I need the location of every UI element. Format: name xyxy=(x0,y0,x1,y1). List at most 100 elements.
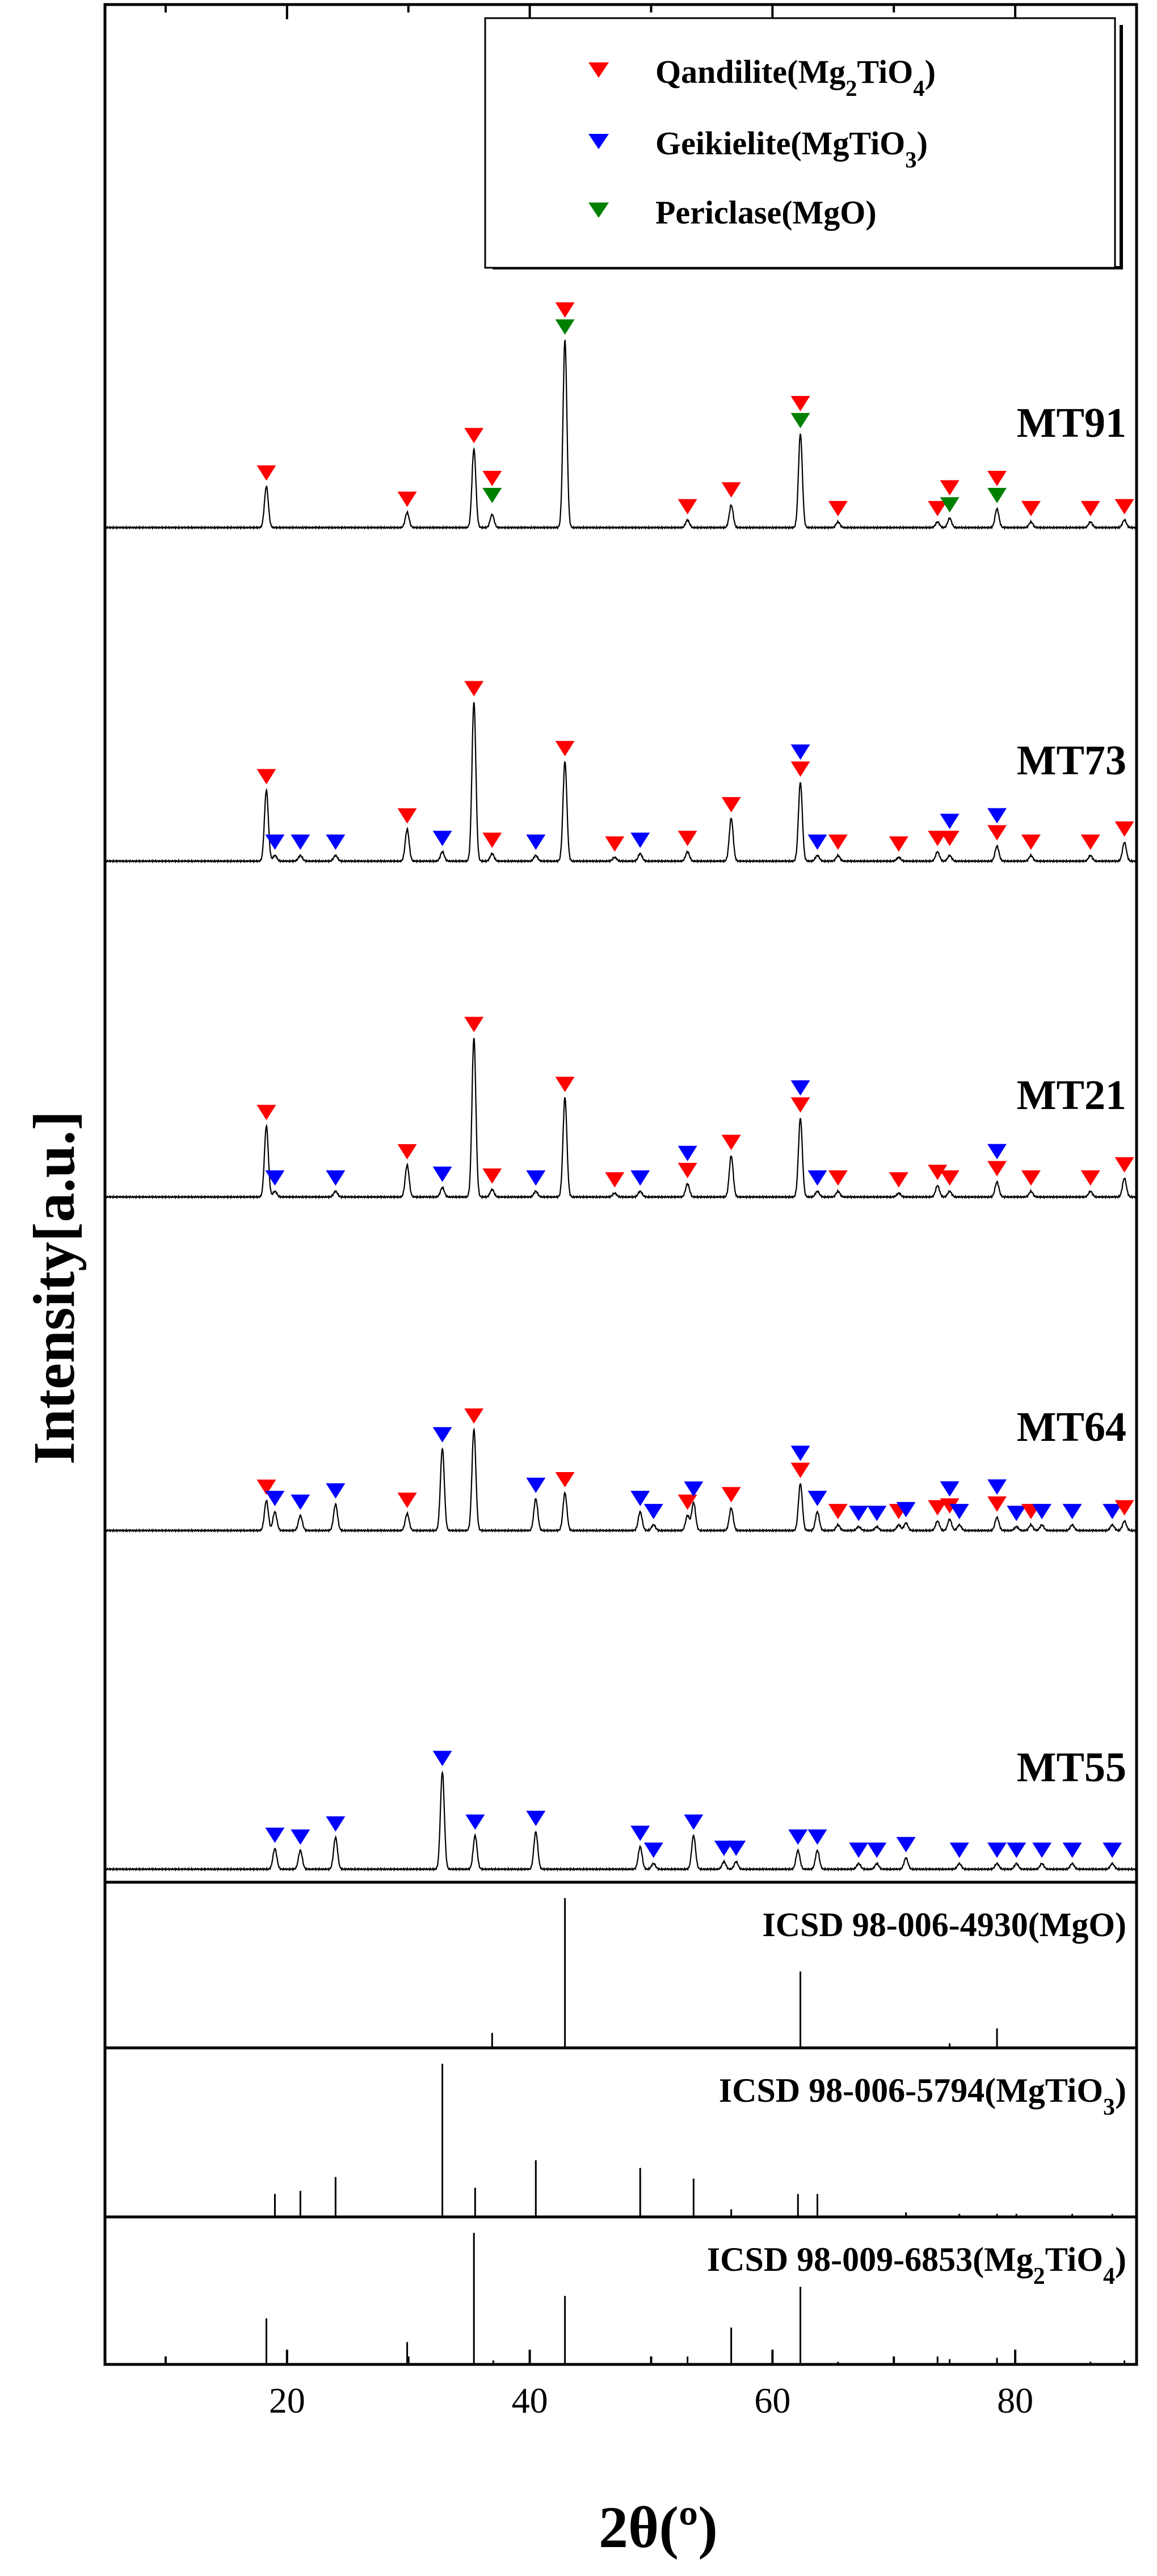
marker-MT91-0-Q xyxy=(256,465,276,481)
marker-MT91-3-Q xyxy=(482,471,502,486)
marker-MT55-3-G xyxy=(432,1751,452,1766)
marker-MT55-21-G xyxy=(1103,1843,1122,1858)
label-MT64: MT64 xyxy=(1017,1404,1126,1451)
marker-MT91-11-P xyxy=(987,488,1007,503)
legend: Qandilite(Mg2TiO4) Geikielite(MgTiO3) Pe… xyxy=(484,17,1123,269)
marker-MT64-25-G xyxy=(1007,1506,1026,1521)
label-MT73: MT73 xyxy=(1017,737,1126,784)
pattern-MT21 xyxy=(105,1038,1137,1200)
pattern-MT73 xyxy=(105,702,1137,864)
marker-MT21-15-Q xyxy=(828,1170,848,1186)
marker-MT91-3-P xyxy=(482,488,502,503)
marker-MT64-11-Q xyxy=(678,1494,697,1510)
label-MT21: MT21 xyxy=(1017,1072,1126,1119)
marker-MT55-10-G xyxy=(726,1840,746,1856)
marker-MT91-8-Q xyxy=(828,501,848,517)
marker-MT64-30-Q xyxy=(1114,1500,1134,1516)
marker-MT21-12-Q xyxy=(721,1135,741,1150)
marker-MT64-13-Q xyxy=(721,1487,741,1503)
marker-MT91-10-P xyxy=(940,497,960,513)
marker-MT73-14-G xyxy=(790,744,810,760)
marker-MT64-6-Q xyxy=(464,1408,484,1424)
marker-MT55-8-G xyxy=(684,1814,704,1830)
marker-MT64-14-G xyxy=(790,1445,810,1461)
marker-MT73-18-Q xyxy=(928,830,948,846)
legend-qandilite-text: Qandilite(Mg2TiO4) xyxy=(655,53,936,101)
marker-MT55-15-G xyxy=(896,1837,916,1853)
label-MT55: MT55 xyxy=(1017,1744,1126,1791)
marker-MT21-21-Q xyxy=(1080,1170,1100,1186)
x-axis-label: 2θ(º) xyxy=(599,2495,718,2560)
ref-label-2: ICSD 98-009-6853(Mg2TiO4) xyxy=(707,2241,1126,2290)
marker-MT21-16-Q xyxy=(889,1172,908,1188)
reference-patterns: ICSD 98-006-4930(MgO) ICSD 98-006-5794(Mg… xyxy=(265,1898,1126,2364)
marker-MT73-21-Q xyxy=(1021,834,1041,850)
marker-MT21-4-G xyxy=(432,1166,452,1182)
marker-MT55-11-G xyxy=(788,1829,808,1845)
marker-MT55-19-G xyxy=(1032,1843,1052,1858)
marker-MT21-18-Q xyxy=(940,1170,960,1186)
qandilite-marker-icon xyxy=(588,62,609,78)
marker-MT73-3-G xyxy=(326,834,346,850)
marker-MT91-13-Q xyxy=(1080,501,1100,517)
marker-MT73-11-G xyxy=(630,832,650,848)
marker-MT55-20-G xyxy=(1062,1843,1082,1858)
geikielite-marker-icon xyxy=(588,134,609,149)
plot-border xyxy=(103,3,1138,2366)
marker-MT64-29-G xyxy=(1103,1504,1122,1520)
marker-MT64-22-G xyxy=(940,1481,960,1497)
marker-MT21-22-Q xyxy=(1114,1157,1134,1173)
legend-geikielite-text: Geikielite(MgTiO3) xyxy=(655,125,928,172)
marker-MT91-10-Q xyxy=(940,480,960,496)
marker-MT73-19-G xyxy=(940,813,960,829)
marker-MT55-12-G xyxy=(807,1829,827,1845)
marker-MT73-23-Q xyxy=(1114,821,1134,837)
marker-MT91-2-Q xyxy=(464,428,484,444)
marker-MT73-13-Q xyxy=(721,797,741,813)
pattern-MT64 xyxy=(105,1427,1137,1533)
marker-MT21-2-G xyxy=(326,1170,346,1186)
marker-MT73-17-Q xyxy=(889,836,908,852)
marker-MT21-13-G xyxy=(790,1080,810,1096)
marker-MT91-11-Q xyxy=(987,471,1007,486)
marker-MT64-12-G xyxy=(684,1481,704,1497)
marker-MT73-20-Q xyxy=(987,825,1007,841)
marker-MT64-2-G xyxy=(291,1494,310,1510)
marker-MT91-1-Q xyxy=(397,491,417,507)
marker-MT73-22-Q xyxy=(1080,834,1100,850)
marker-MT64-0-Q xyxy=(256,1479,276,1495)
marker-MT64-23-G xyxy=(949,1504,969,1520)
marker-MT64-18-G xyxy=(867,1506,887,1521)
phase-markers xyxy=(256,302,1134,1858)
marker-MT64-27-G xyxy=(1032,1504,1052,1520)
legend-geikielite: Geikielite(MgTiO3) xyxy=(655,125,928,172)
marker-MT21-13-Q xyxy=(790,1097,810,1113)
marker-MT73-0-Q xyxy=(256,769,276,785)
marker-MT55-13-G xyxy=(849,1843,869,1858)
marker-MT64-1-G xyxy=(265,1491,285,1506)
marker-MT55-0-G xyxy=(265,1827,285,1843)
marker-MT64-8-Q xyxy=(555,1472,575,1487)
marker-MT55-14-G xyxy=(867,1843,887,1858)
marker-MT21-19-Q xyxy=(987,1161,1007,1177)
marker-MT73-1-G xyxy=(265,834,285,850)
marker-MT55-17-G xyxy=(987,1843,1007,1858)
marker-MT64-16-Q xyxy=(828,1504,848,1520)
marker-MT21-7-G xyxy=(526,1170,546,1186)
diffraction-patterns xyxy=(105,339,1137,1872)
marker-MT73-12-Q xyxy=(678,830,697,846)
marker-MT73-6-Q xyxy=(464,681,484,697)
marker-MT64-17-G xyxy=(849,1506,869,1521)
marker-MT55-9-G xyxy=(714,1840,734,1856)
x-tick-label-60: 60 xyxy=(754,2380,790,2421)
marker-MT21-14-G xyxy=(807,1170,827,1186)
marker-MT21-5-Q xyxy=(464,1017,484,1032)
marker-MT21-8-Q xyxy=(555,1077,575,1093)
marker-MT64-7-G xyxy=(526,1477,546,1493)
marker-MT64-24-G xyxy=(987,1479,1007,1495)
marker-MT21-20-Q xyxy=(1021,1170,1041,1186)
x-tick-label-80: 80 xyxy=(997,2380,1033,2421)
pattern-labels: MT91 MT73 MT21 MT64 MT55 xyxy=(1017,400,1126,1791)
marker-MT64-4-Q xyxy=(397,1493,417,1508)
marker-MT73-5-G xyxy=(432,830,452,846)
